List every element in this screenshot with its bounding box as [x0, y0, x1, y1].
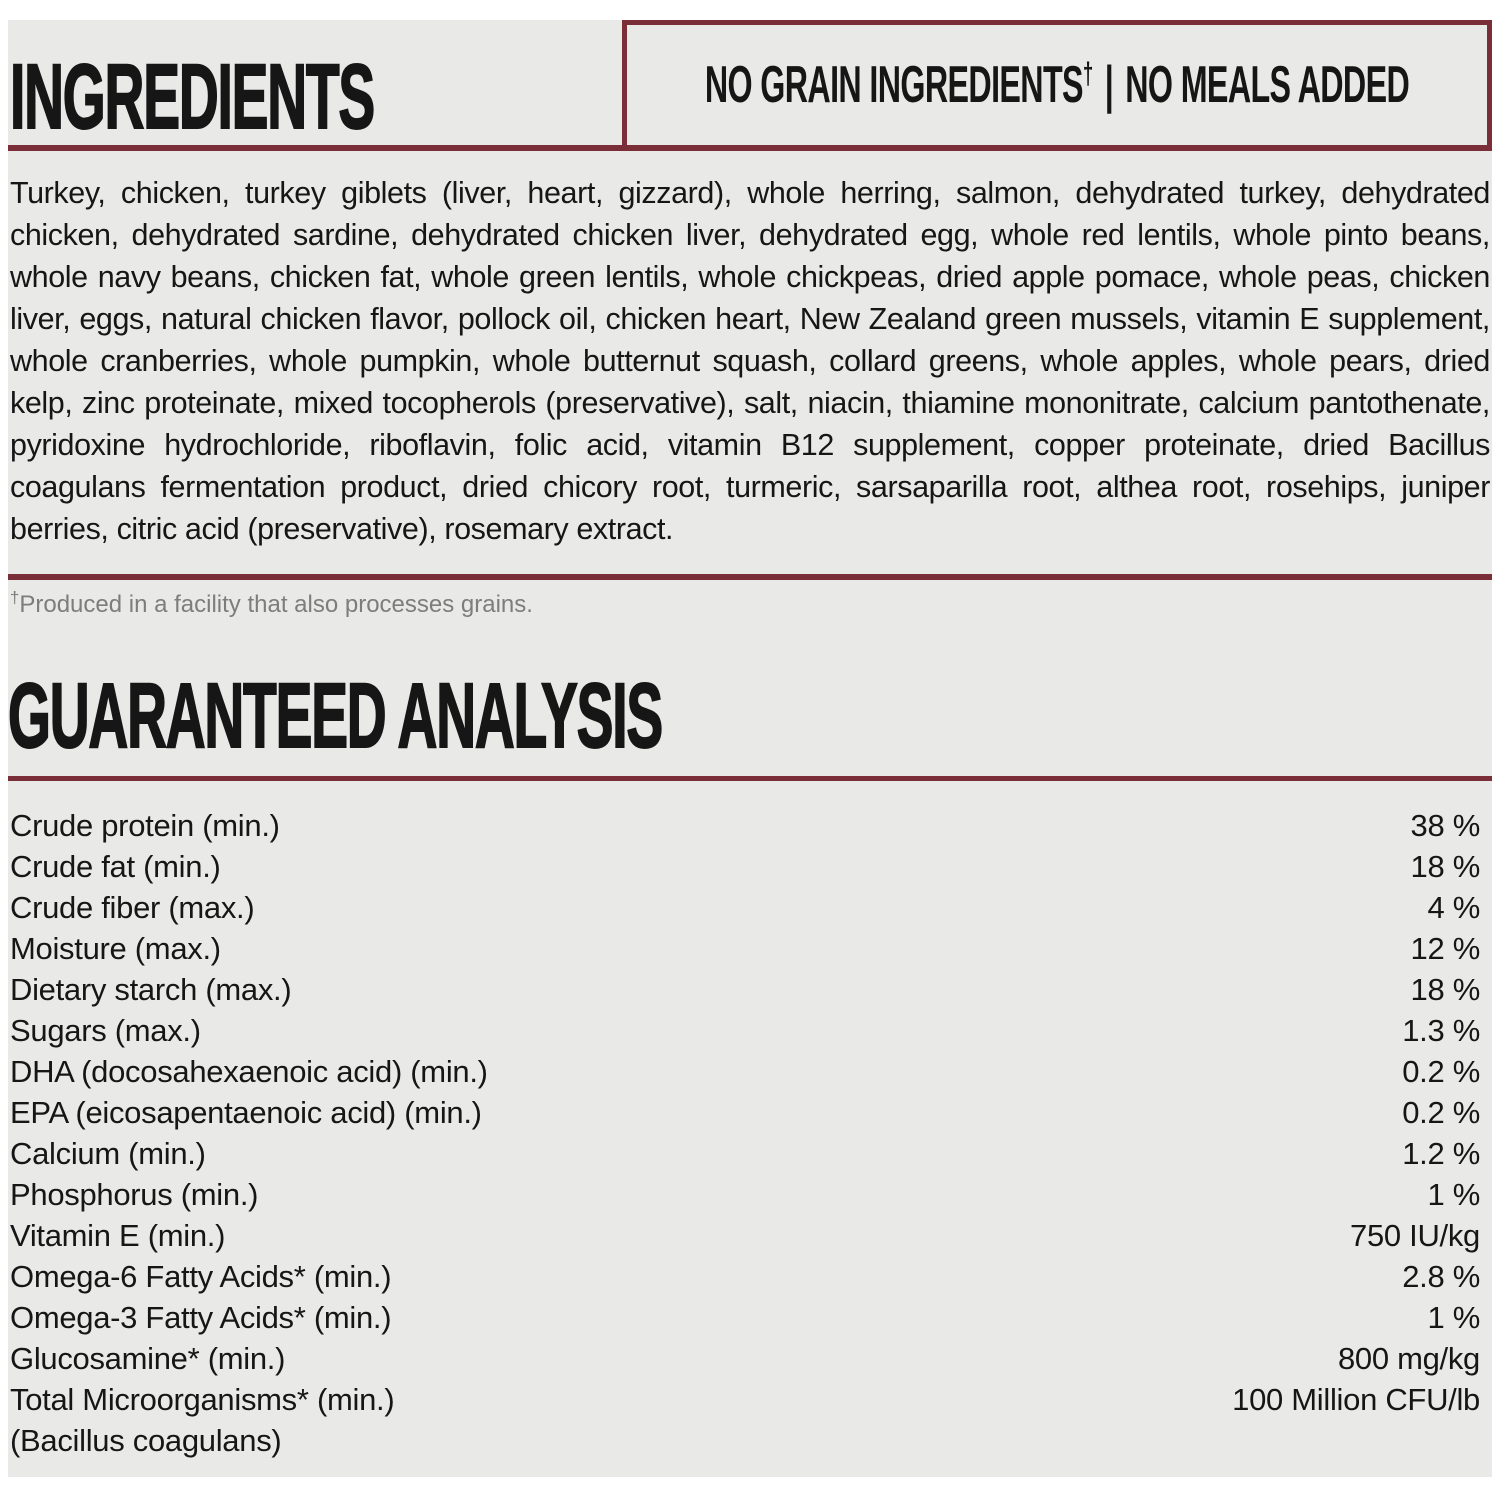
analysis-row-label: Dietary starch (max.) [10, 972, 292, 1007]
analysis-table: Crude protein (min.) 38 % Crude fat (min… [8, 805, 1492, 1461]
badge-dagger-icon: † [1082, 57, 1093, 91]
analysis-row-value: 1 % [1427, 1177, 1480, 1212]
analysis-row-label: Calcium (min.) [10, 1136, 206, 1171]
analysis-row-value: 0.2 % [1402, 1095, 1480, 1130]
footnote: †Produced in a facility that also proces… [10, 588, 1490, 620]
analysis-row: Omega-3 Fatty Acids* (min.) 1 % [10, 1297, 1480, 1338]
analysis-row-value: 750 IU/kg [1350, 1218, 1480, 1253]
analysis-row-label: DHA (docosahexaenoic acid) (min.) [10, 1054, 488, 1089]
analysis-row-value: 4 % [1427, 890, 1480, 925]
analysis-row-value: 38 % [1410, 808, 1481, 843]
no-grain-badge: NO GRAIN INGREDIENTS† | NO MEALS ADDED [622, 20, 1492, 145]
ingredients-header: INGREDIENTS NO GRAIN INGREDIENTS† | NO M… [8, 20, 1492, 145]
analysis-row-label: Vitamin E (min.) [10, 1218, 226, 1253]
analysis-row-value: 2.8 % [1402, 1259, 1480, 1294]
analysis-row-value: 1 % [1427, 1300, 1480, 1335]
ingredients-title: INGREDIENTS [9, 46, 375, 148]
analysis-divider [8, 776, 1492, 781]
analysis-row-label: Omega-3 Fatty Acids* (min.) [10, 1300, 392, 1335]
analysis-row-value: 0.2 % [1402, 1054, 1480, 1089]
analysis-row: DHA (docosahexaenoic acid) (min.) 0.2 % [10, 1051, 1480, 1092]
analysis-row: (Bacillus coagulans) [10, 1420, 1480, 1461]
no-grain-badge-text: NO GRAIN INGREDIENTS† | NO MEALS ADDED [704, 56, 1410, 114]
analysis-row: Glucosamine* (min.) 800 mg/kg [10, 1338, 1480, 1379]
analysis-row: Crude fat (min.) 18 % [10, 846, 1480, 887]
analysis-row: Phosphorus (min.) 1 % [10, 1174, 1480, 1215]
analysis-row: Sugars (max.) 1.3 % [10, 1010, 1480, 1051]
label-panel: INGREDIENTS NO GRAIN INGREDIENTS† | NO M… [8, 20, 1492, 1477]
guaranteed-analysis-title: GUARANTEED ANALYSIS [8, 665, 664, 767]
badge-right-text: NO MEALS ADDED [1125, 56, 1410, 114]
analysis-row-label: Crude protein (min.) [10, 808, 280, 843]
analysis-row: Total Microorganisms* (min.) 100 Million… [10, 1379, 1480, 1420]
analysis-row: Calcium (min.) 1.2 % [10, 1133, 1480, 1174]
badge-left-text: NO GRAIN INGREDIENTS [704, 56, 1084, 114]
analysis-row-label: EPA (eicosapentaenoic acid) (min.) [10, 1095, 482, 1130]
analysis-row-label: Moisture (max.) [10, 931, 221, 966]
analysis-row: EPA (eicosapentaenoic acid) (min.) 0.2 % [10, 1092, 1480, 1133]
analysis-row: Dietary starch (max.) 18 % [10, 969, 1480, 1010]
analysis-row-label: Crude fat (min.) [10, 849, 221, 884]
analysis-row: Vitamin E (min.) 750 IU/kg [10, 1215, 1480, 1256]
analysis-row: Moisture (max.) 12 % [10, 928, 1480, 969]
analysis-row: Crude protein (min.) 38 % [10, 805, 1480, 846]
ingredients-paragraph: Turkey, chicken, turkey giblets (liver, … [10, 176, 1490, 546]
analysis-row-value: 1.2 % [1402, 1136, 1480, 1171]
analysis-row-value: 12 % [1410, 931, 1481, 966]
analysis-row-label: Omega-6 Fatty Acids* (min.) [10, 1259, 392, 1294]
analysis-row-value: 18 % [1410, 972, 1481, 1007]
badge-separator: | [1104, 56, 1114, 114]
analysis-row-value: 18 % [1410, 849, 1481, 884]
footnote-text: Produced in a facility that also process… [19, 591, 533, 618]
analysis-row-label: (Bacillus coagulans) [10, 1423, 282, 1458]
analysis-row: Crude fiber (max.) 4 % [10, 887, 1480, 928]
analysis-row-label: Total Microorganisms* (min.) [10, 1382, 395, 1417]
footnote-divider [8, 574, 1492, 580]
analysis-row-label: Sugars (max.) [10, 1013, 201, 1048]
analysis-row-value: 800 mg/kg [1337, 1341, 1480, 1376]
analysis-row-value: 1.3 % [1402, 1013, 1480, 1048]
analysis-row-label: Phosphorus (min.) [10, 1177, 259, 1212]
analysis-row-label: Crude fiber (max.) [10, 890, 255, 925]
analysis-row-value: 100 Million CFU/lb [1232, 1382, 1480, 1417]
analysis-row-label: Glucosamine* (min.) [10, 1341, 286, 1376]
header-divider [8, 145, 1492, 151]
analysis-row: Omega-6 Fatty Acids* (min.) 2.8 % [10, 1256, 1480, 1297]
footnote-dagger-icon: † [10, 588, 20, 607]
